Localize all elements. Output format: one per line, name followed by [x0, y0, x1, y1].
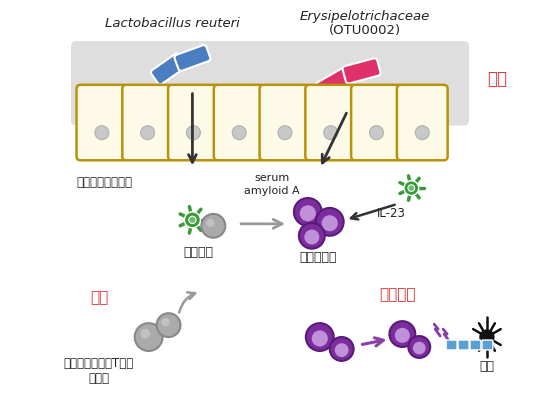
Circle shape [186, 126, 200, 140]
Circle shape [201, 214, 225, 238]
Circle shape [335, 343, 349, 357]
Text: 交差反応: 交差反応 [183, 246, 213, 259]
FancyBboxPatch shape [76, 85, 127, 160]
FancyBboxPatch shape [71, 41, 469, 126]
Circle shape [408, 336, 430, 358]
Circle shape [157, 313, 180, 337]
Circle shape [312, 330, 328, 346]
Circle shape [299, 223, 324, 249]
FancyBboxPatch shape [305, 85, 356, 160]
Circle shape [206, 219, 214, 227]
Text: 病原性増加: 病原性増加 [299, 251, 337, 264]
Text: 中枢神経: 中枢神経 [379, 287, 416, 302]
FancyBboxPatch shape [151, 53, 186, 84]
FancyBboxPatch shape [343, 58, 381, 84]
Text: serum: serum [255, 173, 290, 183]
Circle shape [404, 181, 419, 196]
Circle shape [232, 126, 246, 140]
Circle shape [389, 321, 415, 347]
FancyBboxPatch shape [397, 85, 448, 160]
Circle shape [141, 126, 155, 140]
Circle shape [306, 323, 334, 351]
Circle shape [304, 230, 320, 244]
Circle shape [294, 198, 322, 226]
Circle shape [161, 318, 170, 326]
Circle shape [408, 185, 415, 192]
Circle shape [329, 337, 354, 361]
Circle shape [322, 215, 338, 231]
Circle shape [395, 328, 410, 343]
FancyBboxPatch shape [482, 340, 493, 350]
Text: IL-23: IL-23 [377, 208, 406, 220]
Circle shape [140, 329, 150, 338]
Circle shape [184, 212, 200, 228]
Circle shape [415, 126, 429, 140]
Circle shape [95, 126, 109, 140]
FancyBboxPatch shape [214, 85, 265, 160]
Circle shape [316, 208, 344, 236]
Text: ミエリン特当的T細胞
の誘導: ミエリン特当的T細胞 の誘導 [64, 357, 134, 385]
Circle shape [324, 126, 338, 140]
Circle shape [413, 342, 426, 354]
Circle shape [135, 323, 163, 351]
Text: amyloid A: amyloid A [244, 186, 300, 196]
FancyBboxPatch shape [351, 85, 402, 160]
Text: Lactobacillus reuteri: Lactobacillus reuteri [105, 17, 240, 30]
FancyBboxPatch shape [458, 340, 469, 350]
FancyBboxPatch shape [470, 340, 481, 350]
FancyBboxPatch shape [168, 85, 219, 160]
Text: 小腸: 小腸 [487, 70, 507, 88]
FancyBboxPatch shape [174, 45, 211, 71]
Circle shape [278, 126, 292, 140]
FancyBboxPatch shape [316, 67, 354, 98]
Text: (OTU0002): (OTU0002) [328, 24, 400, 37]
Circle shape [480, 330, 494, 344]
Circle shape [370, 126, 383, 140]
FancyBboxPatch shape [122, 85, 173, 160]
Circle shape [189, 216, 196, 224]
Text: Erysipelotrichaceae: Erysipelotrichaceae [299, 10, 430, 23]
Text: ミミックペプチド: ミミックペプチド [76, 176, 132, 189]
Circle shape [300, 205, 316, 221]
Text: 局所: 局所 [90, 290, 108, 305]
FancyBboxPatch shape [446, 340, 457, 350]
Text: 脱髄: 脱髄 [480, 360, 494, 373]
FancyBboxPatch shape [260, 85, 310, 160]
